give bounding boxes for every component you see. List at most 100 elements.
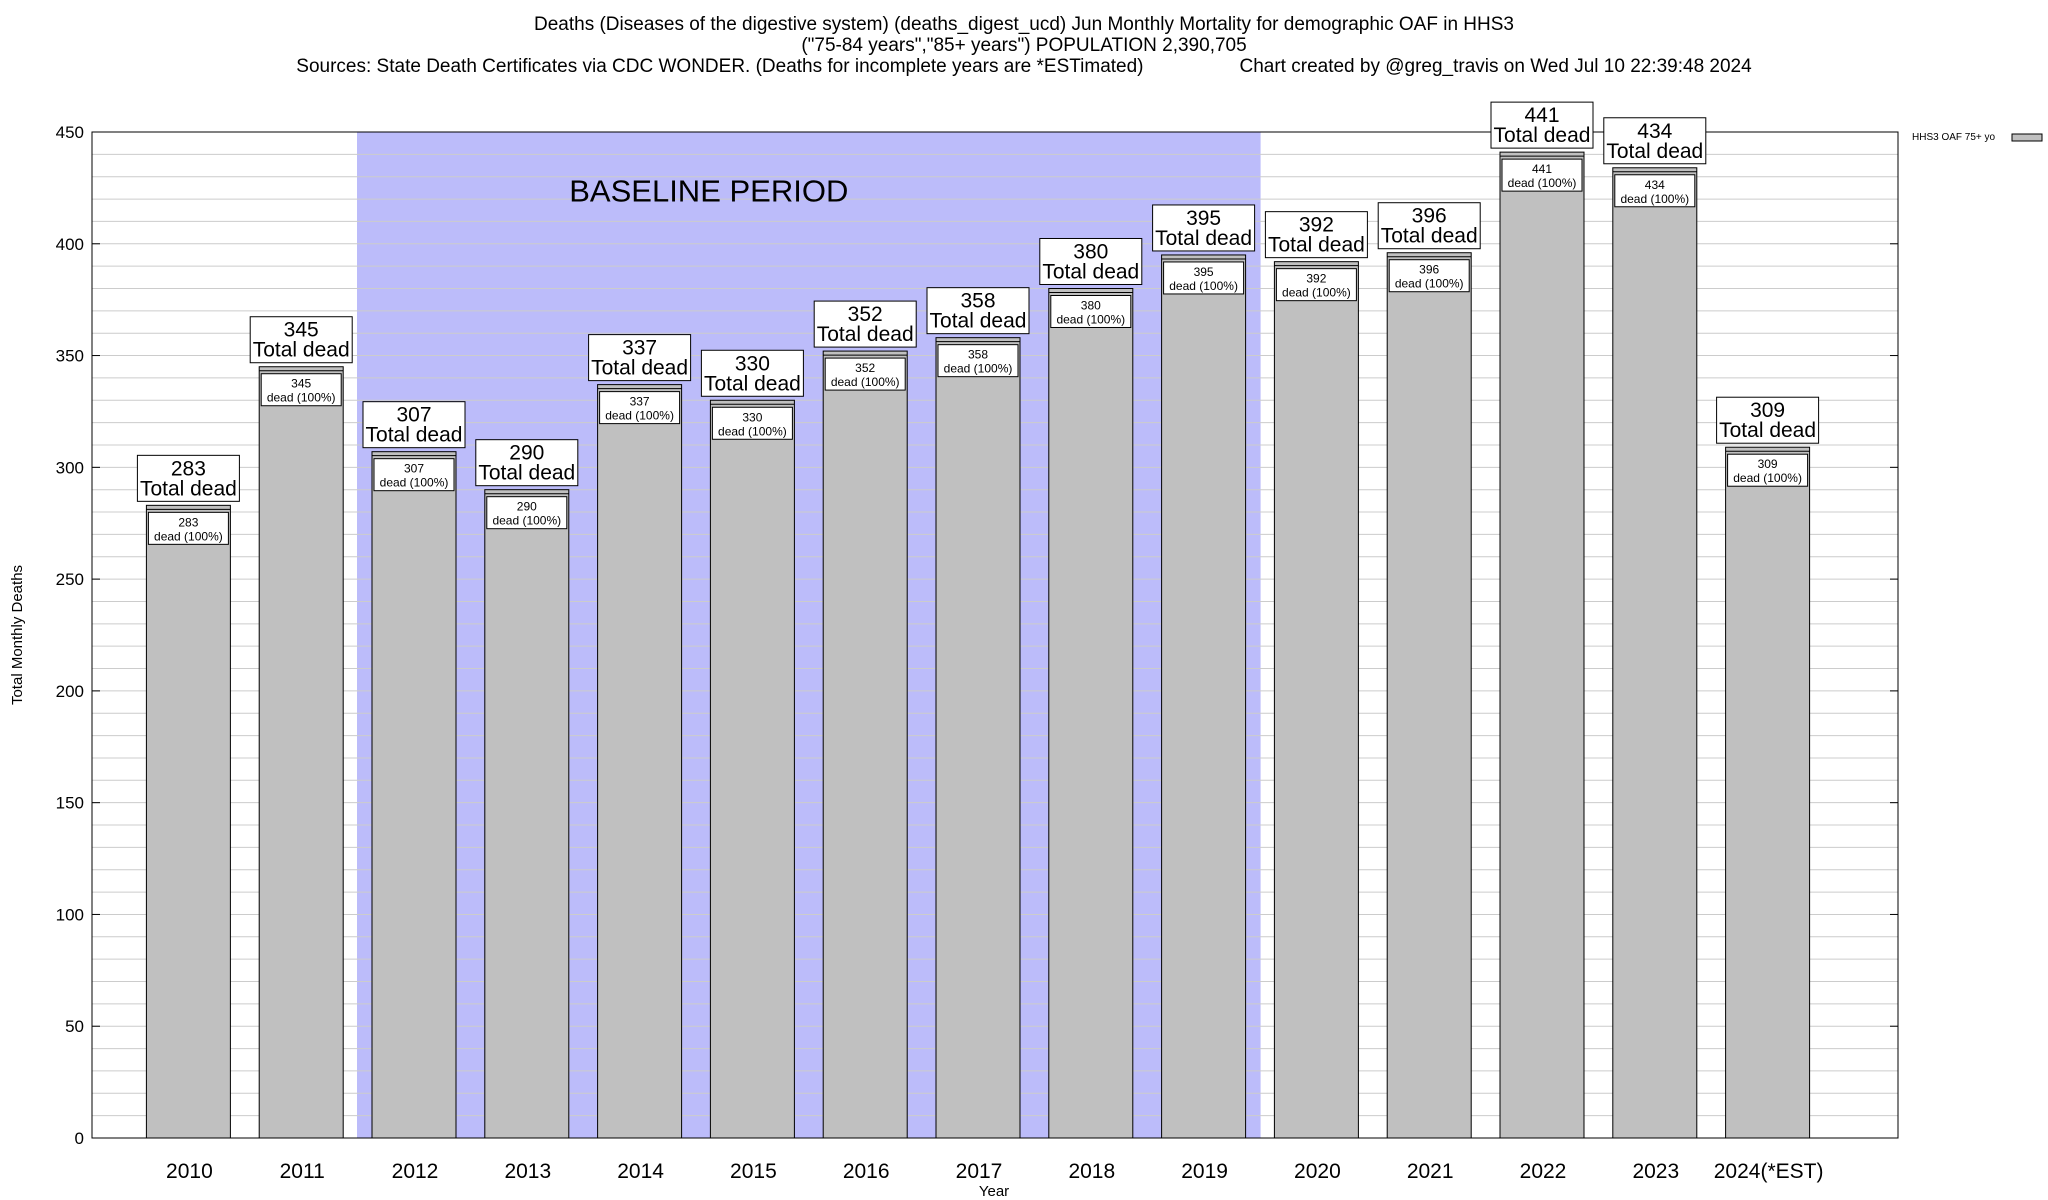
- y-tick-label: 450: [56, 123, 84, 142]
- y-tick-label: 150: [56, 794, 84, 813]
- inner-label-box: [1050, 294, 1132, 328]
- bar: [1161, 254, 1247, 1139]
- chart-title: Deaths (Diseases of the digestive system…: [0, 14, 2048, 77]
- y-tick-label: 250: [56, 570, 84, 589]
- total-value-label: 392: [1299, 214, 1334, 237]
- total-value-label: 330: [735, 352, 770, 375]
- inner-value-label: 395: [1194, 265, 1214, 279]
- y-tick-label: 100: [56, 905, 84, 924]
- x-tick-label: 2018: [1068, 1160, 1115, 1183]
- total-dead-label: Total dead: [591, 357, 688, 380]
- bar: [1612, 167, 1698, 1139]
- inner-label-box: [1614, 174, 1696, 208]
- total-dead-label: Total dead: [1381, 225, 1478, 248]
- inner-value-label: 434: [1645, 178, 1665, 192]
- total-label-box: [700, 349, 804, 397]
- total-label-box: [1716, 396, 1820, 444]
- inner-label-box: [711, 406, 793, 440]
- total-dead-label: Total dead: [930, 310, 1027, 333]
- inner-label-box: [1275, 268, 1357, 302]
- x-tick-label: 2020: [1294, 1160, 1341, 1183]
- total-label-box: [1603, 117, 1707, 165]
- title-line-2: ("75-84 years","85+ years") POPULATION 2…: [801, 35, 1247, 56]
- total-label-box: [926, 287, 1030, 335]
- bar: [145, 504, 231, 1139]
- inner-percent-label: dead (100%): [1282, 286, 1351, 300]
- inner-value-label: 337: [630, 395, 650, 409]
- total-dead-label: Total dead: [1268, 234, 1365, 257]
- inner-label-box: [486, 496, 568, 530]
- x-tick-label: 2011: [280, 1160, 325, 1183]
- total-value-label: 290: [509, 442, 544, 465]
- y-tick-label: 400: [56, 235, 84, 254]
- total-value-label: 307: [396, 404, 431, 427]
- legend-swatch: [2011, 133, 2043, 142]
- inner-percent-label: dead (100%): [831, 375, 900, 389]
- total-value-label: 441: [1524, 104, 1559, 127]
- total-value-label: 358: [960, 290, 995, 313]
- bar: [1048, 287, 1134, 1139]
- legend-label: HHS3 OAF 75+ yo: [1912, 132, 1996, 143]
- total-dead-label: Total dead: [140, 477, 237, 500]
- total-label-box: [1264, 211, 1368, 259]
- x-tick-label: 2015: [730, 1160, 777, 1183]
- x-tick-label: 2014: [617, 1160, 664, 1183]
- total-label-box: [588, 334, 692, 382]
- inner-label-box: [1388, 259, 1470, 293]
- total-label-box: [1152, 204, 1256, 252]
- y-tick-label: 0: [75, 1129, 84, 1148]
- inner-percent-label: dead (100%): [492, 514, 561, 528]
- inner-label-box: [824, 357, 906, 391]
- inner-value-label: 352: [855, 361, 875, 375]
- bar: [484, 489, 570, 1139]
- inner-percent-label: dead (100%): [1733, 471, 1802, 485]
- total-value-label: 337: [622, 337, 657, 360]
- total-value-label: 395: [1186, 207, 1221, 230]
- x-tick-label: 2017: [956, 1160, 1003, 1183]
- bar: [371, 451, 457, 1139]
- total-label-box: [813, 300, 917, 348]
- total-dead-label: Total dead: [366, 424, 463, 447]
- y-tick-label: 350: [56, 347, 84, 366]
- title-line-1: Deaths (Diseases of the digestive system…: [534, 14, 1514, 35]
- baseline-period-label: BASELINE PERIOD: [569, 173, 848, 208]
- total-label-box: [1377, 202, 1481, 250]
- total-dead-label: Total dead: [1042, 260, 1139, 283]
- inner-value-label: 290: [517, 500, 537, 514]
- inner-value-label: 283: [178, 515, 198, 529]
- inner-label-box: [1501, 158, 1583, 192]
- bar: [258, 366, 344, 1139]
- total-value-label: 396: [1412, 205, 1447, 228]
- x-tick-label: 2024(*EST): [1714, 1160, 1824, 1183]
- inner-percent-label: dead (100%): [718, 424, 787, 438]
- total-dead-label: Total dead: [253, 339, 350, 362]
- bar: [1386, 252, 1472, 1139]
- total-value-label: 309: [1750, 399, 1785, 422]
- total-label-box: [249, 316, 353, 364]
- inner-label-box: [1727, 453, 1809, 487]
- y-axis-label: Total Monthly Deaths: [9, 565, 26, 705]
- inner-percent-label: dead (100%): [1395, 277, 1464, 291]
- x-tick-label: 2022: [1520, 1160, 1567, 1183]
- x-tick-label: 2010: [166, 1160, 213, 1183]
- inner-value-label: 392: [1306, 272, 1326, 286]
- total-dead-label: Total dead: [1719, 419, 1816, 442]
- inner-percent-label: dead (100%): [267, 391, 336, 405]
- inner-percent-label: dead (100%): [1056, 312, 1125, 326]
- y-tick-label: 300: [56, 458, 84, 477]
- inner-label-box: [260, 373, 342, 407]
- inner-value-label: 309: [1758, 457, 1778, 471]
- inner-value-label: 358: [968, 348, 988, 362]
- inner-label-box: [599, 391, 681, 425]
- bar: [597, 384, 683, 1139]
- total-label-box: [475, 439, 579, 487]
- x-tick-label: 2023: [1632, 1160, 1679, 1183]
- x-tick-label: 2012: [392, 1160, 439, 1183]
- bar: [709, 399, 795, 1139]
- inner-percent-label: dead (100%): [1508, 176, 1577, 190]
- total-value-label: 283: [171, 457, 206, 480]
- inner-percent-label: dead (100%): [605, 409, 674, 423]
- total-label-box: [1039, 237, 1143, 285]
- inner-value-label: 330: [742, 410, 762, 424]
